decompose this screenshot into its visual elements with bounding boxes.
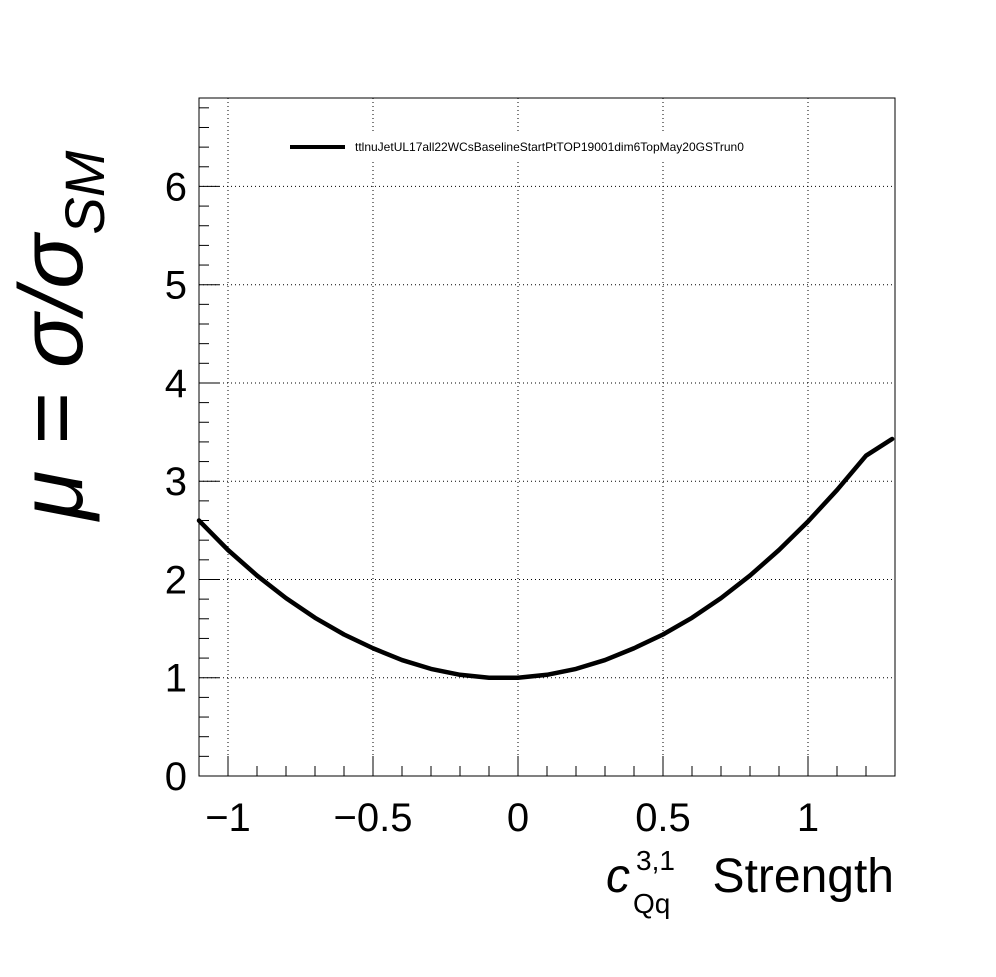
x-tick-label: 0 xyxy=(507,796,529,840)
tick-labels: −1 −0.5 0 0.5 1 0 1 2 3 4 5 6 xyxy=(165,165,819,840)
y-tick-label: 6 xyxy=(165,165,187,209)
legend: ttlnuJetUL17all22WCsBaselineStartPtTOP19… xyxy=(282,132,807,162)
legend-background xyxy=(282,132,807,162)
x-axis-label-text: Strength xyxy=(713,850,894,903)
y-tick-label: 2 xyxy=(165,558,187,602)
grid xyxy=(199,98,895,777)
y-tick-label: 0 xyxy=(165,755,187,799)
ticks xyxy=(198,107,896,777)
y-tick-label: 3 xyxy=(165,460,187,504)
y-tick-label: 1 xyxy=(165,657,187,701)
svg-text:μ = σ/σSM: μ = σ/σSM xyxy=(2,150,116,522)
y-tick-label: 5 xyxy=(165,264,187,308)
y-axis-label: μ = σ/σSM xyxy=(2,150,116,522)
legend-entry-label: ttlnuJetUL17all22WCsBaselineStartPtTOP19… xyxy=(355,140,744,154)
x-tick-label: 1 xyxy=(797,796,819,840)
x-axis-label-subscript: Qq xyxy=(633,888,670,919)
y-axis-label-subscript: SM xyxy=(53,150,116,234)
y-tick-label: 4 xyxy=(165,362,187,406)
x-tick-label: −1 xyxy=(205,796,251,840)
x-tick-label: −0.5 xyxy=(334,796,413,840)
y-axis-label-main: μ = σ/σ xyxy=(2,231,102,522)
x-axis-label-symbol: c xyxy=(606,850,630,903)
series-line xyxy=(196,436,895,680)
x-axis-label-superscript: 3,1 xyxy=(636,845,675,876)
x-tick-label: 0.5 xyxy=(635,796,691,840)
plot-frame xyxy=(198,97,896,777)
x-axis-label: Strength c 3,1 Qq xyxy=(606,845,894,919)
